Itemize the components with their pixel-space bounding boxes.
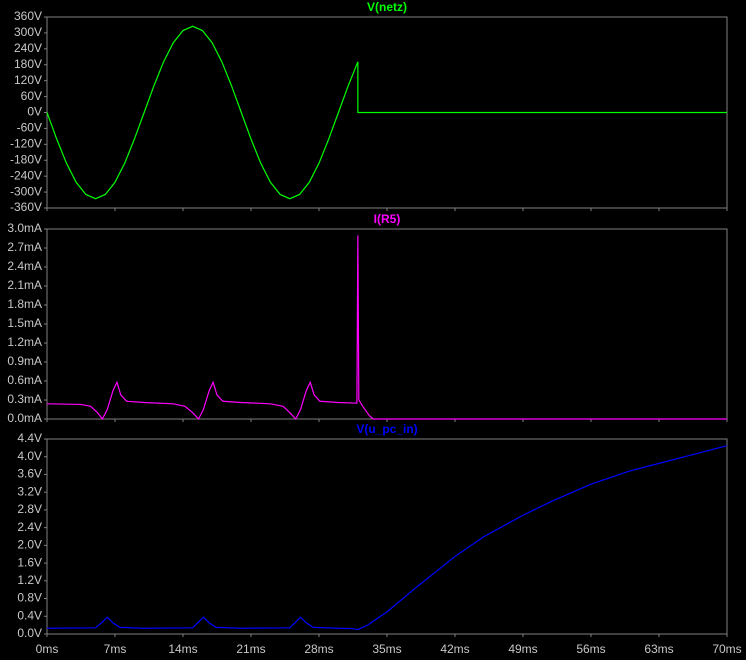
y-tick-label: 0.6mA	[7, 373, 42, 387]
y-tick-label: 240V	[14, 41, 42, 55]
y-tick-label: 1.2V	[17, 573, 42, 587]
x-tick-label: 56ms	[576, 642, 605, 656]
x-tick-label: 49ms	[508, 642, 537, 656]
y-tick-label: -240V	[10, 168, 42, 182]
y-tick-label: -180V	[10, 152, 42, 166]
y-tick-label: 2.4V	[17, 520, 42, 534]
plot-frame	[46, 228, 728, 420]
x-tick-label: 21ms	[236, 642, 265, 656]
y-tick-label: -300V	[10, 184, 42, 198]
y-tick-label: 0.8V	[17, 591, 42, 605]
y-tick-label: 1.5mA	[7, 316, 42, 330]
trace-title: I(R5)	[374, 212, 401, 226]
plot-frame	[46, 438, 728, 635]
x-tick-label: 14ms	[168, 642, 197, 656]
y-tick-label: 1.6V	[17, 555, 42, 569]
y-tick-label: 4.4V	[17, 431, 42, 445]
y-tick-label: 2.0V	[17, 538, 42, 552]
trace-line	[46, 25, 727, 200]
x-tick-label: 63ms	[644, 642, 673, 656]
y-tick-label: 0.9mA	[7, 354, 42, 368]
y-tick-label: 360V	[14, 9, 42, 23]
y-tick-label: -60V	[17, 121, 42, 135]
trace-title: V(netz)	[367, 0, 407, 14]
trace-line	[46, 445, 728, 631]
y-tick-label: 60V	[21, 89, 42, 103]
y-tick-label: 0.3mA	[7, 392, 42, 406]
x-tick-label: 28ms	[304, 642, 333, 656]
x-tick-label: 0ms	[36, 642, 59, 656]
y-tick-label: 4.0V	[17, 449, 42, 463]
y-tick-label: 2.7mA	[7, 240, 42, 254]
y-tick-label: 0.4V	[17, 608, 42, 622]
y-tick-label: 300V	[14, 25, 42, 39]
y-tick-label: -360V	[10, 200, 42, 214]
y-tick-label: 3.2V	[17, 484, 42, 498]
y-tick-label: 3.6V	[17, 467, 42, 481]
y-tick-label: 2.4mA	[7, 259, 42, 273]
x-tick-label: 42ms	[440, 642, 469, 656]
trace-title: V(u_pc_in)	[356, 422, 417, 436]
y-tick-label: 1.8mA	[7, 297, 42, 311]
y-tick-label: 0.0V	[17, 626, 42, 640]
y-tick-label: 3.0mA	[7, 221, 42, 235]
y-tick-label: 0V	[27, 105, 42, 119]
trace-line	[46, 235, 727, 421]
y-tick-label: 120V	[14, 73, 42, 87]
y-tick-label: 0.0mA	[7, 411, 42, 425]
y-tick-label: 1.2mA	[7, 335, 42, 349]
y-tick-label: 180V	[14, 57, 42, 71]
y-tick-label: 2.1mA	[7, 278, 42, 292]
x-tick-label: 35ms	[372, 642, 401, 656]
y-tick-label: -120V	[10, 137, 42, 151]
y-tick-label: 2.8V	[17, 502, 42, 516]
x-tick-label: 7ms	[104, 642, 127, 656]
x-tick-label: 70ms	[712, 642, 741, 656]
